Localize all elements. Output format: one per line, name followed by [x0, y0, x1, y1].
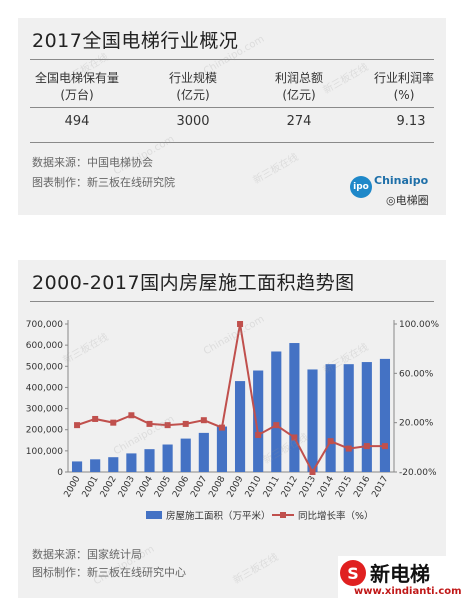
overview-source: 数据来源：中国电梯协会 [32, 156, 153, 169]
wechat-source-label: ◎电梯圈 [386, 194, 429, 207]
bar [198, 432, 209, 472]
growth-rate-point [182, 420, 189, 427]
growth-rate-point [128, 412, 135, 419]
bar [162, 444, 173, 472]
growth-rate-point [273, 422, 280, 429]
overview-maker: 图表制作：新三板在线研究院 [32, 176, 175, 189]
x-tick-label: 2010 [244, 474, 264, 499]
right-tick-label: 100.00% [399, 320, 439, 330]
x-tick-label: 2011 [262, 475, 282, 500]
stat-label-total-profit: 利润总额 (亿元) [274, 71, 323, 102]
bar [216, 426, 228, 472]
chinaipo-logo-icon: ipo [350, 176, 372, 198]
growth-rate-point [92, 415, 99, 422]
x-tick-label: 2012 [280, 475, 300, 500]
growth-rate-point [237, 321, 244, 327]
brand-url: www.xindianti.com [354, 586, 462, 597]
bar [271, 351, 282, 472]
left-tick-label: 300,000 [26, 405, 63, 415]
left-tick-label: 600,000 [26, 341, 63, 351]
x-tick-label: 2006 [171, 474, 191, 499]
growth-rate-point [291, 434, 298, 441]
growth-rate-point [74, 422, 81, 429]
left-tick-label: 400,000 [26, 383, 63, 393]
stat-value-profit-rate: 9.13 [396, 114, 426, 129]
right-tick-label: 60.00% [399, 369, 434, 379]
chart-source: 数据来源：国家统计局 [32, 548, 142, 561]
bar [325, 364, 336, 472]
bar [307, 369, 318, 472]
chart-title-divider [30, 301, 434, 302]
stat-label-profit-rate: 行业利润率 (%) [373, 71, 434, 102]
industry-overview-panel: 2017全国电梯行业概况 全国电梯保有量 (万台) 行业规模 (亿元) 利润总额 (亿… [18, 18, 446, 215]
bar [71, 461, 83, 472]
stat-label-elevator-count: 全国电梯保有量 (万台) [34, 71, 119, 102]
stat-value-elevator-count: 494 [64, 114, 90, 129]
legend-line-marker [280, 512, 286, 518]
bar [144, 449, 155, 472]
values-divider [30, 142, 434, 143]
growth-rate-point [218, 424, 225, 431]
legend-line-label: 同比增长率（%） [298, 510, 374, 522]
left-tick-label: 700,000 [26, 320, 63, 330]
bar [90, 459, 101, 472]
overview-title: 2017全国电梯行业概况 [32, 30, 239, 52]
growth-rate-line [76, 323, 385, 475]
title-divider [30, 59, 434, 60]
bar [180, 438, 191, 472]
brand-logo-icon: S [340, 560, 366, 586]
bar [253, 370, 264, 472]
x-tick-label: 2015 [334, 475, 354, 500]
brand-name: 新电梯 [370, 562, 430, 586]
left-tick-label: 0 [57, 468, 63, 478]
x-tick-label: 2003 [117, 475, 137, 500]
chinaipo-logo-text: Chinaipo [374, 174, 429, 187]
growth-rate-point [327, 438, 334, 445]
chart-maker: 图标制作：新三板在线研究中心 [32, 566, 186, 579]
left-tick-label: 200,000 [26, 426, 63, 436]
bar [234, 381, 246, 472]
stat-label-industry-scale: 行业规模 (亿元) [168, 71, 217, 102]
left-tick-label: 500,000 [26, 362, 63, 372]
x-tick-label: 2009 [226, 474, 246, 499]
x-tick-label: 2008 [207, 474, 227, 499]
bar [126, 453, 137, 472]
bar [108, 457, 119, 472]
growth-rate-point [110, 419, 117, 426]
legend-bar-label: 房屋施工面积（万平米） [166, 510, 271, 522]
x-tick-label: 2005 [153, 475, 173, 500]
header-divider [30, 107, 434, 108]
growth-rate-point [255, 432, 262, 438]
right-tick-label: -20.00% [399, 468, 437, 478]
stat-value-industry-scale: 3000 [176, 114, 210, 129]
x-tick-label: 2016 [352, 474, 372, 499]
chart-title: 2000-2017国内房屋施工面积趋势图 [32, 272, 355, 294]
x-tick-label: 2002 [99, 475, 119, 500]
growth-rate-point [146, 420, 153, 427]
x-tick-label: 2013 [298, 475, 318, 500]
xindianti-brand: S 新电梯 www.xindianti.com [338, 556, 462, 602]
growth-rate-point [363, 443, 370, 450]
x-tick-label: 2001 [81, 475, 101, 500]
growth-rate-point [381, 443, 388, 450]
right-tick-label: 20.00% [399, 419, 434, 429]
bar [361, 362, 372, 472]
x-tick-label: 2007 [189, 475, 209, 500]
construction-area-panel: 2000-2017国内房屋施工面积趋势图 数据来源：国家统计局 图标制作：新三板… [18, 260, 446, 598]
bar [289, 343, 300, 472]
x-tick-label: 2000 [63, 474, 83, 499]
growth-rate-point [164, 422, 171, 429]
growth-rate-point [200, 417, 207, 424]
x-tick-label: 2014 [316, 474, 336, 499]
x-tick-label: 2017 [370, 475, 390, 500]
growth-rate-point [309, 469, 316, 475]
left-tick-label: 100,000 [26, 447, 63, 457]
bar [379, 358, 391, 472]
legend-bar-swatch [146, 511, 162, 519]
stat-value-total-profit: 274 [286, 114, 312, 129]
growth-rate-point [345, 445, 352, 452]
bar [343, 364, 354, 472]
x-tick-label: 2004 [135, 474, 155, 499]
